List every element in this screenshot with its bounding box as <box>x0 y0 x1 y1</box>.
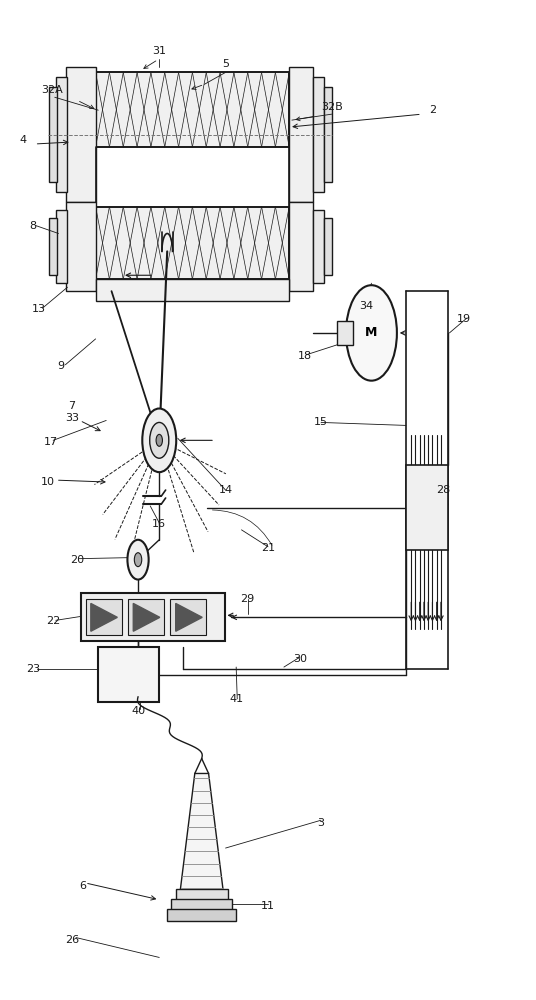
Bar <box>49 218 57 275</box>
Bar <box>289 202 313 291</box>
Text: 8: 8 <box>29 221 36 231</box>
Polygon shape <box>133 603 160 631</box>
Bar <box>95 72 289 147</box>
Text: 41: 41 <box>229 694 243 704</box>
Bar <box>167 909 236 921</box>
Text: 15: 15 <box>314 417 328 427</box>
Circle shape <box>142 409 176 472</box>
Bar <box>56 77 68 192</box>
Polygon shape <box>176 603 202 631</box>
Text: 13: 13 <box>32 304 46 314</box>
Bar <box>95 207 289 279</box>
Text: 40: 40 <box>131 706 145 716</box>
Bar <box>56 210 68 283</box>
Text: 22: 22 <box>46 616 60 626</box>
Bar <box>313 77 324 192</box>
Text: 17: 17 <box>43 437 57 447</box>
Circle shape <box>128 540 148 580</box>
Bar <box>95 72 289 147</box>
Text: 29: 29 <box>240 594 254 604</box>
Bar <box>95 207 289 279</box>
Text: 7: 7 <box>68 401 75 411</box>
Bar <box>95 279 289 301</box>
Text: 2: 2 <box>429 105 436 115</box>
Bar <box>289 67 313 202</box>
Bar <box>324 218 332 275</box>
Text: 5: 5 <box>222 59 229 69</box>
Bar <box>128 599 164 635</box>
Circle shape <box>135 553 142 567</box>
Text: 20: 20 <box>70 555 84 565</box>
Text: 32A: 32A <box>41 85 63 95</box>
Text: 31: 31 <box>152 46 166 56</box>
Text: 4: 4 <box>19 135 26 145</box>
Bar <box>337 321 353 345</box>
Circle shape <box>156 434 162 446</box>
Text: 21: 21 <box>261 543 275 553</box>
Bar <box>176 889 228 901</box>
Text: 11: 11 <box>261 901 275 911</box>
Bar <box>98 647 159 702</box>
Bar <box>86 599 122 635</box>
Circle shape <box>346 285 397 381</box>
Text: 6: 6 <box>79 881 86 891</box>
Text: 30: 30 <box>293 654 307 664</box>
Text: M: M <box>365 326 378 339</box>
Text: 33: 33 <box>65 413 79 423</box>
Text: 32B: 32B <box>321 102 343 112</box>
Text: 28: 28 <box>436 485 450 495</box>
Bar <box>66 202 95 291</box>
Bar <box>172 899 232 911</box>
Bar <box>170 599 206 635</box>
Polygon shape <box>180 773 224 893</box>
Text: 9: 9 <box>57 361 65 371</box>
Bar <box>81 593 225 641</box>
Text: 16: 16 <box>152 519 166 529</box>
Text: 19: 19 <box>457 314 471 324</box>
Bar <box>49 87 57 182</box>
Polygon shape <box>91 603 117 631</box>
Text: 26: 26 <box>65 935 79 945</box>
Text: 34: 34 <box>359 301 373 311</box>
Bar <box>66 67 95 202</box>
Text: 18: 18 <box>298 351 312 361</box>
Text: 14: 14 <box>219 485 233 495</box>
Bar <box>324 87 332 182</box>
Text: 10: 10 <box>41 477 55 487</box>
Text: 23: 23 <box>26 664 41 674</box>
Circle shape <box>150 422 169 458</box>
Text: 3: 3 <box>317 818 324 828</box>
Bar <box>313 210 324 283</box>
Bar <box>406 465 448 550</box>
